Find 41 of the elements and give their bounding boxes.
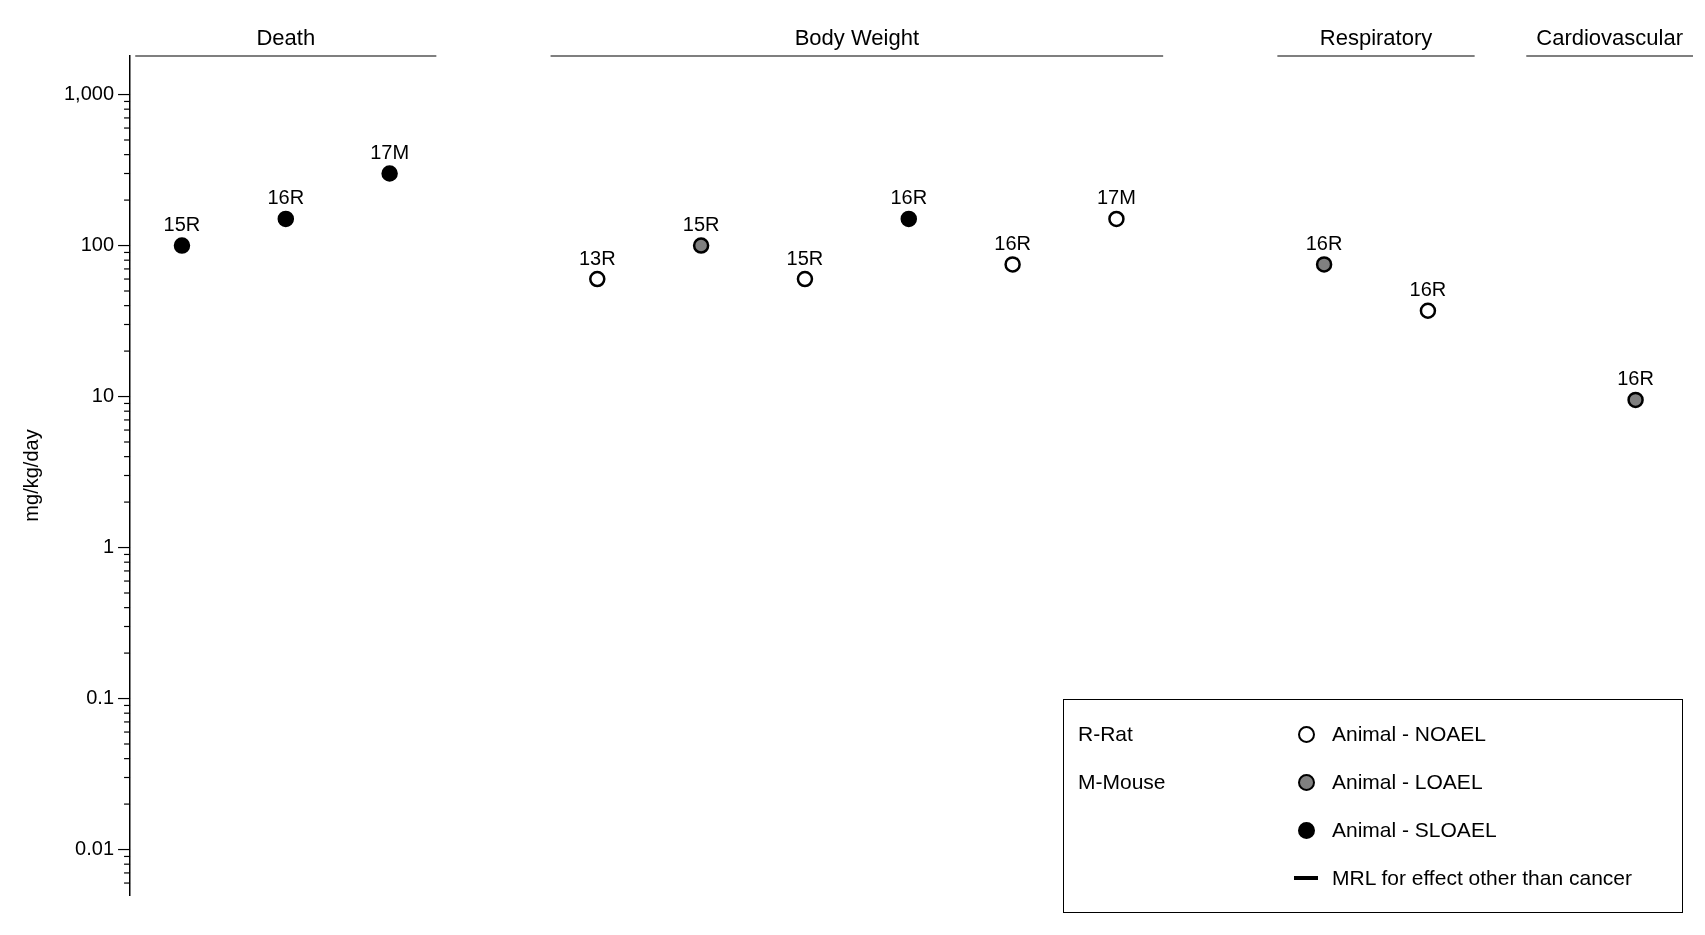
text: Cardiovascular	[1536, 25, 1683, 51]
annotation: R-Rat	[1078, 721, 1134, 747]
x-tick-label: 16R	[890, 186, 928, 209]
y-tick-label: 100	[80, 233, 115, 256]
x-tick-label: 13R	[578, 246, 616, 269]
y-tick-label: 0.01	[75, 837, 115, 860]
x-tick-label: 16R	[1409, 278, 1447, 301]
point	[1419, 302, 1437, 319]
legend-label: MRL for effect other than cancer	[1332, 866, 1632, 890]
x-tick-label: 15R	[163, 213, 201, 236]
x-tick-label: 16R	[994, 231, 1031, 254]
point	[692, 237, 710, 254]
legend-label: Animal - LOAEL	[1332, 770, 1483, 794]
y-tick-label: 1	[102, 535, 115, 558]
x-tick-label: 15R	[682, 213, 720, 236]
y-tick-label: 1,000	[63, 82, 115, 105]
y-tick-label: 10	[91, 384, 115, 407]
x-tick-label: 16R	[1305, 231, 1343, 254]
y-tick-label: 0.1	[86, 686, 115, 709]
x-tick-label: 16R	[267, 186, 305, 209]
point	[796, 270, 814, 288]
legend-label: Animal - NOAEL	[1332, 722, 1487, 746]
point	[277, 210, 295, 228]
legend-label: Animal - SLOAEL	[1332, 818, 1497, 842]
point	[381, 165, 398, 182]
point	[900, 210, 918, 228]
point	[173, 237, 191, 254]
annotation: M-Mouse	[1078, 769, 1167, 795]
point	[1315, 256, 1333, 273]
point	[589, 270, 606, 288]
x-tick-label: 17M	[370, 141, 410, 164]
text: Respiratory	[1319, 25, 1433, 51]
point	[1108, 210, 1125, 228]
x-tick-label: 17M	[1096, 186, 1136, 209]
y-axis-title: mg/kg/day	[19, 429, 42, 522]
x-tick-label: 16R	[1617, 367, 1654, 390]
x-tick-label: 15R	[786, 246, 824, 269]
text: Body Weight	[794, 25, 920, 51]
point	[1004, 256, 1021, 273]
text: Death	[256, 25, 316, 51]
point	[1627, 391, 1644, 409]
